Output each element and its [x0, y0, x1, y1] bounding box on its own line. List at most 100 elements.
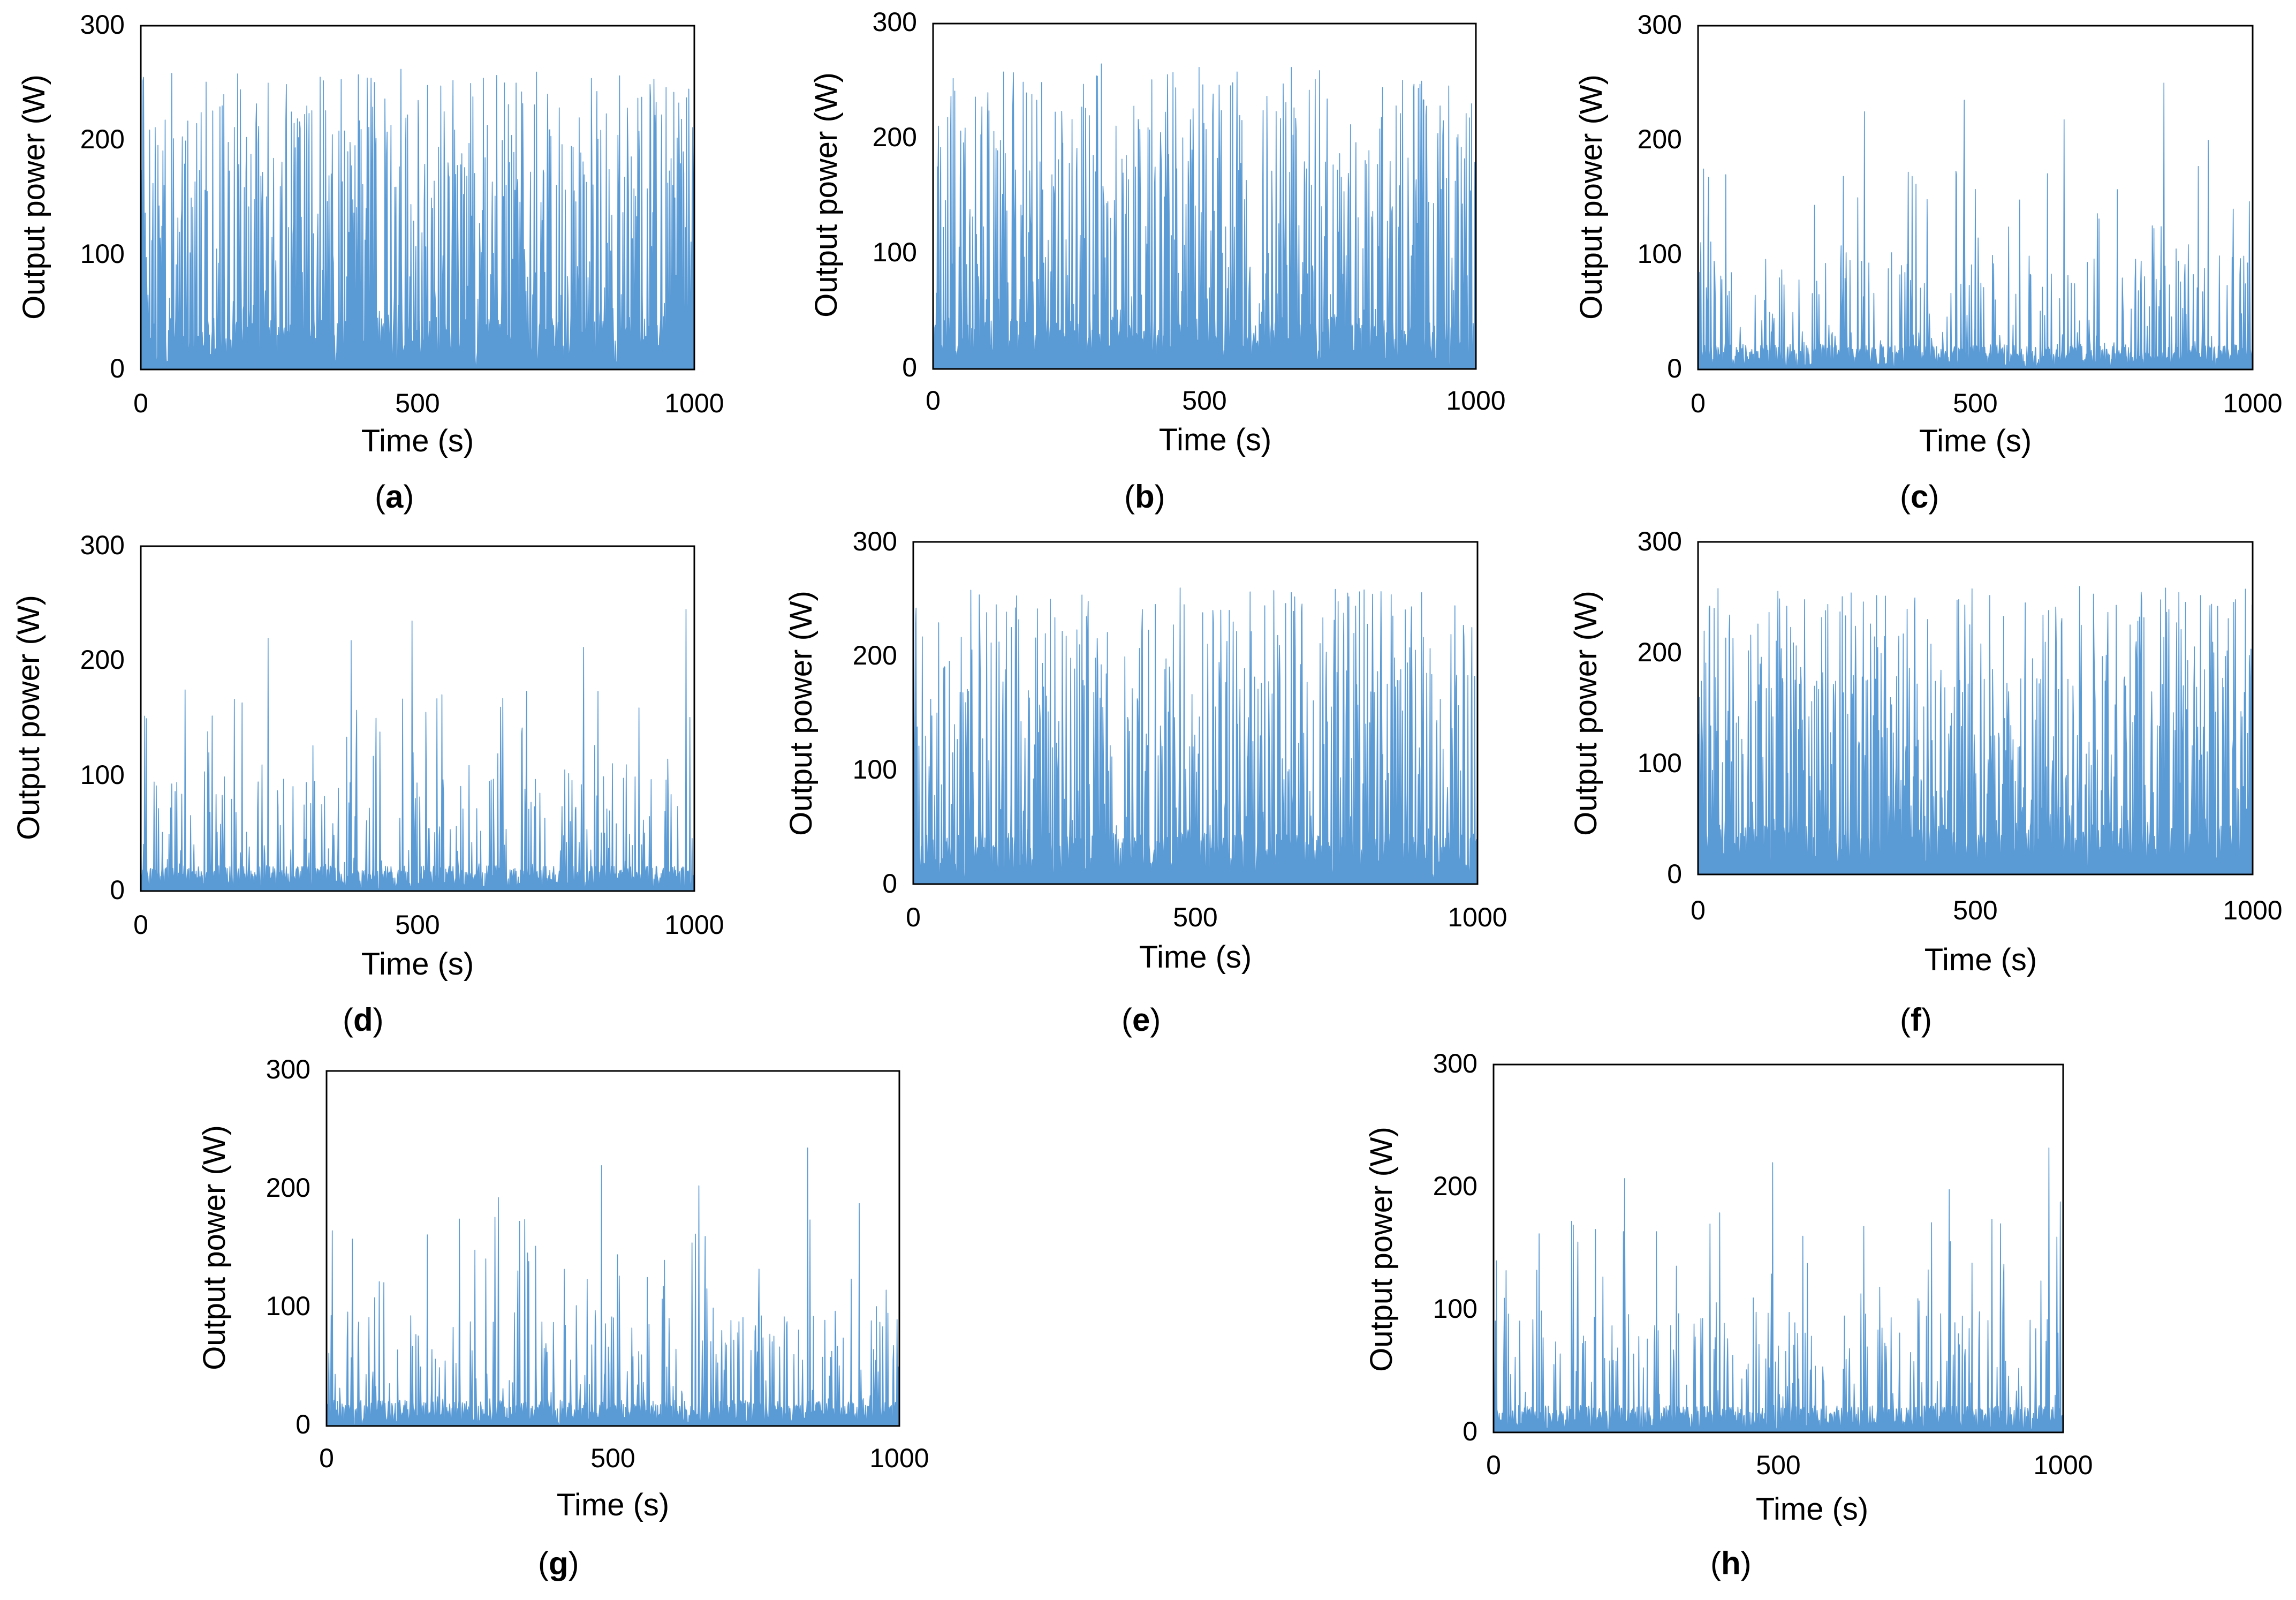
- caption-letter: h: [1721, 1545, 1741, 1581]
- panel-h: Output power (W) 0 100 200 300 0 500 100…: [1364, 1048, 2093, 1581]
- y-tick-label: 300: [1638, 526, 1682, 556]
- y-tick-label: 300: [266, 1054, 310, 1084]
- plot-area: [1492, 1063, 2064, 1433]
- caption-letter: e: [1132, 1002, 1150, 1038]
- x-tick-labels: 0 500 1000: [926, 386, 1506, 416]
- y-tick-label: 200: [80, 645, 125, 675]
- x-axis-title: Time (s): [1756, 1492, 1868, 1527]
- y-axis-title: Output power (W): [11, 595, 46, 840]
- panel-e: Output power (W) 0 100 200 300 0 500 100…: [784, 526, 1507, 1038]
- x-tick-labels: 0 500 1000: [906, 902, 1507, 932]
- y-tick-label: 0: [1463, 1416, 1477, 1446]
- y-tick-label: 200: [1433, 1171, 1477, 1201]
- output-power-series: [1698, 586, 2253, 875]
- x-tick-labels: 0 500 1000: [1691, 895, 2283, 925]
- x-axis-title: Time (s): [361, 424, 474, 458]
- x-tick-label: 500: [1953, 388, 1997, 418]
- x-tick-label: 1000: [664, 910, 724, 940]
- y-tick-label: 0: [902, 352, 917, 382]
- y-axis-title: Output power (W): [197, 1125, 232, 1370]
- x-tick-label: 500: [590, 1443, 635, 1473]
- y-tick-label: 0: [1667, 353, 1682, 383]
- plot-frame: [1697, 541, 2254, 876]
- plot-area: [1697, 541, 2254, 876]
- panel-b: Output power (W) 0 100 200 300 0 500 100…: [809, 7, 1506, 515]
- panel-caption: (f): [1900, 1002, 1932, 1038]
- y-axis-title: Output power (W): [1574, 74, 1609, 320]
- x-tick-label: 1000: [869, 1443, 929, 1473]
- panel-caption: (c): [1900, 479, 1939, 515]
- y-tick-label: 0: [110, 875, 125, 905]
- panel-caption: (d): [343, 1002, 384, 1038]
- y-tick-label: 200: [853, 640, 897, 670]
- plot-frame: [140, 25, 695, 371]
- y-tick-label: 100: [80, 760, 125, 790]
- x-tick-label: 500: [1756, 1450, 1800, 1480]
- y-tick-labels: 0 100 200 300: [1638, 10, 1682, 383]
- panel-caption: (e): [1122, 1002, 1161, 1038]
- output-power-series: [1493, 1147, 2064, 1433]
- x-tick-label: 500: [1953, 895, 1997, 925]
- x-tick-labels: 0 500 1000: [1486, 1450, 2093, 1480]
- y-tick-label: 300: [853, 526, 897, 556]
- x-axis-title: Time (s): [1139, 940, 1252, 975]
- y-tick-label: 200: [266, 1173, 310, 1203]
- output-power-series: [140, 609, 695, 892]
- panel-f: Output power (W) 0 100 200 300 0 500 100…: [1568, 526, 2283, 1038]
- y-tick-label: 300: [1638, 10, 1682, 40]
- x-tick-label: 0: [1486, 1450, 1501, 1480]
- y-tick-label: 0: [1667, 859, 1682, 889]
- plot-frame: [1492, 1063, 2064, 1433]
- y-tick-label: 200: [80, 124, 125, 154]
- panel-a: Output power (W) 0 100 200 300 0 500 100…: [17, 10, 724, 515]
- plot-area: [932, 22, 1477, 370]
- caption-letter: c: [1911, 479, 1928, 515]
- output-power-series: [1698, 82, 2253, 370]
- x-tick-label: 1000: [1448, 902, 1507, 932]
- y-axis-title: Output power (W): [1364, 1127, 1399, 1372]
- plot-frame: [325, 1070, 900, 1427]
- y-tick-label: 100: [1638, 239, 1682, 269]
- plot-area: [1697, 25, 2254, 371]
- panel-d: Output power (W) 0 100 200 300 0 500 100…: [11, 530, 724, 1038]
- x-tick-labels: 0 500 1000: [133, 910, 724, 940]
- output-power-series: [140, 69, 695, 370]
- y-tick-label: 100: [853, 754, 897, 784]
- y-tick-label: 300: [80, 530, 125, 560]
- x-tick-label: 0: [319, 1443, 334, 1473]
- y-axis-title: Output power (W): [1568, 591, 1603, 836]
- x-tick-label: 500: [1182, 386, 1226, 416]
- x-axis-title: Time (s): [1919, 424, 2032, 458]
- caption-letter: b: [1135, 479, 1155, 515]
- output-power-series: [326, 1147, 900, 1427]
- x-tick-label: 1000: [2223, 388, 2282, 418]
- plot-area: [140, 25, 695, 371]
- caption-letter: f: [1911, 1002, 1922, 1038]
- panel-g: Output power (W) 0 100 200 300 0 500 100…: [197, 1054, 929, 1581]
- y-tick-label: 100: [80, 239, 125, 269]
- caption-letter: d: [353, 1002, 373, 1038]
- panel-caption: (a): [375, 479, 414, 515]
- y-tick-label: 100: [1638, 748, 1682, 778]
- x-tick-label: 1000: [664, 388, 724, 418]
- x-tick-labels: 0 500 1000: [319, 1443, 929, 1473]
- plot-area: [912, 541, 1479, 885]
- y-tick-label: 0: [110, 353, 125, 383]
- x-tick-label: 0: [133, 388, 148, 418]
- y-tick-label: 0: [882, 869, 897, 899]
- plot-frame: [1697, 25, 2254, 371]
- y-tick-label: 200: [1638, 124, 1682, 154]
- x-tick-label: 0: [1691, 388, 1706, 418]
- x-tick-label: 500: [1173, 902, 1217, 932]
- y-tick-label: 100: [266, 1291, 310, 1321]
- caption-letter: a: [385, 479, 404, 515]
- x-tick-label: 0: [133, 910, 148, 940]
- x-tick-label: 500: [395, 910, 440, 940]
- y-tick-labels: 0 100 200 300: [1433, 1048, 1477, 1446]
- y-tick-label: 200: [873, 122, 917, 152]
- x-axis-title: Time (s): [557, 1488, 669, 1522]
- y-tick-labels: 0 100 200 300: [266, 1054, 310, 1439]
- caption-letter: g: [549, 1545, 569, 1581]
- x-axis-title: Time (s): [361, 947, 474, 982]
